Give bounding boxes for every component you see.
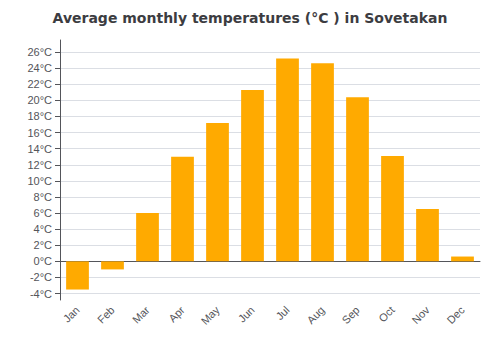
svg-text:Oct: Oct	[376, 304, 397, 325]
svg-text:2°C: 2°C	[34, 239, 53, 251]
svg-text:14°C: 14°C	[27, 143, 52, 155]
svg-text:24°C: 24°C	[27, 62, 52, 74]
svg-text:Average monthly temperatures (: Average monthly temperatures (°C ) in So…	[53, 10, 448, 26]
svg-text:Jul: Jul	[273, 304, 291, 322]
svg-text:Jun: Jun	[236, 304, 257, 325]
svg-text:20°C: 20°C	[27, 94, 52, 106]
svg-text:10°C: 10°C	[27, 175, 52, 187]
svg-text:Dec: Dec	[444, 303, 467, 326]
svg-text:18°C: 18°C	[27, 110, 52, 122]
svg-text:16°C: 16°C	[27, 127, 52, 139]
svg-text:Nov: Nov	[409, 303, 432, 326]
svg-text:Jan: Jan	[61, 304, 82, 325]
svg-text:26°C: 26°C	[27, 46, 52, 58]
svg-text:Sep: Sep	[339, 304, 361, 326]
svg-text:-4°C: -4°C	[30, 288, 52, 300]
svg-text:6°C: 6°C	[34, 207, 53, 219]
svg-text:May: May	[199, 303, 223, 327]
svg-text:Feb: Feb	[95, 304, 117, 326]
svg-text:22°C: 22°C	[27, 78, 52, 90]
svg-text:Aug: Aug	[304, 304, 326, 326]
svg-text:Apr: Apr	[166, 304, 187, 325]
svg-text:8°C: 8°C	[34, 191, 53, 203]
svg-text:Mar: Mar	[130, 304, 152, 326]
svg-text:0°C: 0°C	[34, 255, 53, 267]
svg-text:-2°C: -2°C	[30, 271, 52, 283]
svg-text:12°C: 12°C	[27, 159, 52, 171]
svg-text:4°C: 4°C	[34, 223, 53, 235]
